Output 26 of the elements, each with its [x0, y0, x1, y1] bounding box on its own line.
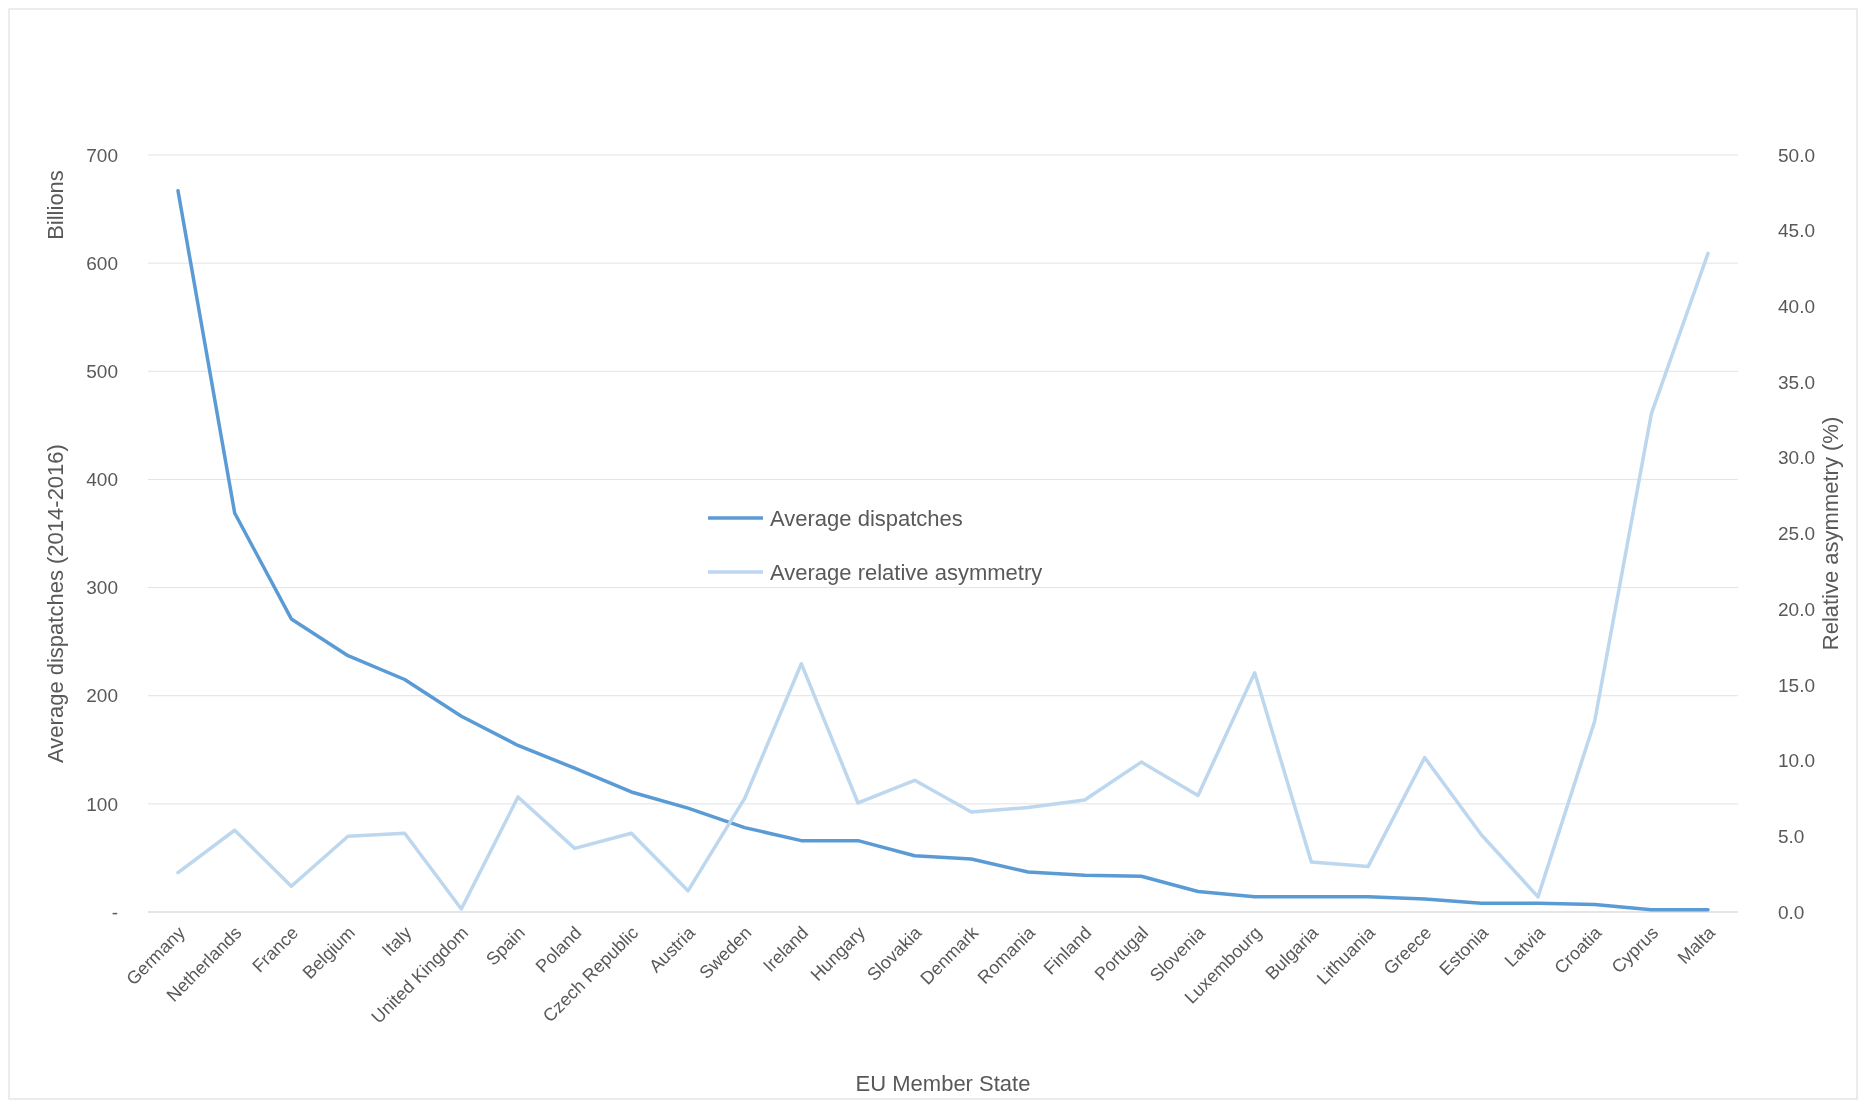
y-tick-label: 600	[86, 252, 118, 274]
y2-tick-label: 20.0	[1778, 598, 1815, 620]
legend-label: Average dispatches	[770, 505, 963, 531]
y2-tick-label: 30.0	[1778, 447, 1815, 469]
y2-tick-label: 35.0	[1778, 371, 1815, 393]
y2-tick-label: 10.0	[1778, 750, 1815, 772]
x-tick-label: Italy	[378, 922, 416, 961]
y-axis-title: Average dispatches (2014-2016)	[43, 444, 68, 763]
y-tick-label: 700	[86, 144, 118, 166]
y-tick-label: 500	[86, 360, 118, 382]
y2-axis-title: Relative asymmetry (%)	[1818, 416, 1843, 651]
y-tick-label: -	[111, 901, 118, 923]
y-tick-label: 400	[86, 469, 118, 491]
y2-tick-label: 0.0	[1778, 901, 1805, 923]
y2-tick-label: 15.0	[1778, 674, 1815, 696]
y2-tick-label: 50.0	[1778, 144, 1815, 166]
text: Billions	[43, 170, 68, 240]
x-axis-title: EU Member State	[855, 1071, 1031, 1096]
y2-tick-label: 25.0	[1778, 523, 1815, 545]
y-tick-label: 200	[86, 685, 118, 707]
y2-tick-label: 40.0	[1778, 296, 1815, 318]
y-tick-label: 100	[86, 793, 118, 815]
y2-tick-label: 5.0	[1778, 825, 1805, 847]
legend-label: Average relative asymmetry	[770, 559, 1043, 585]
y-tick-label: 300	[86, 577, 118, 599]
y2-tick-label: 45.0	[1778, 220, 1815, 242]
